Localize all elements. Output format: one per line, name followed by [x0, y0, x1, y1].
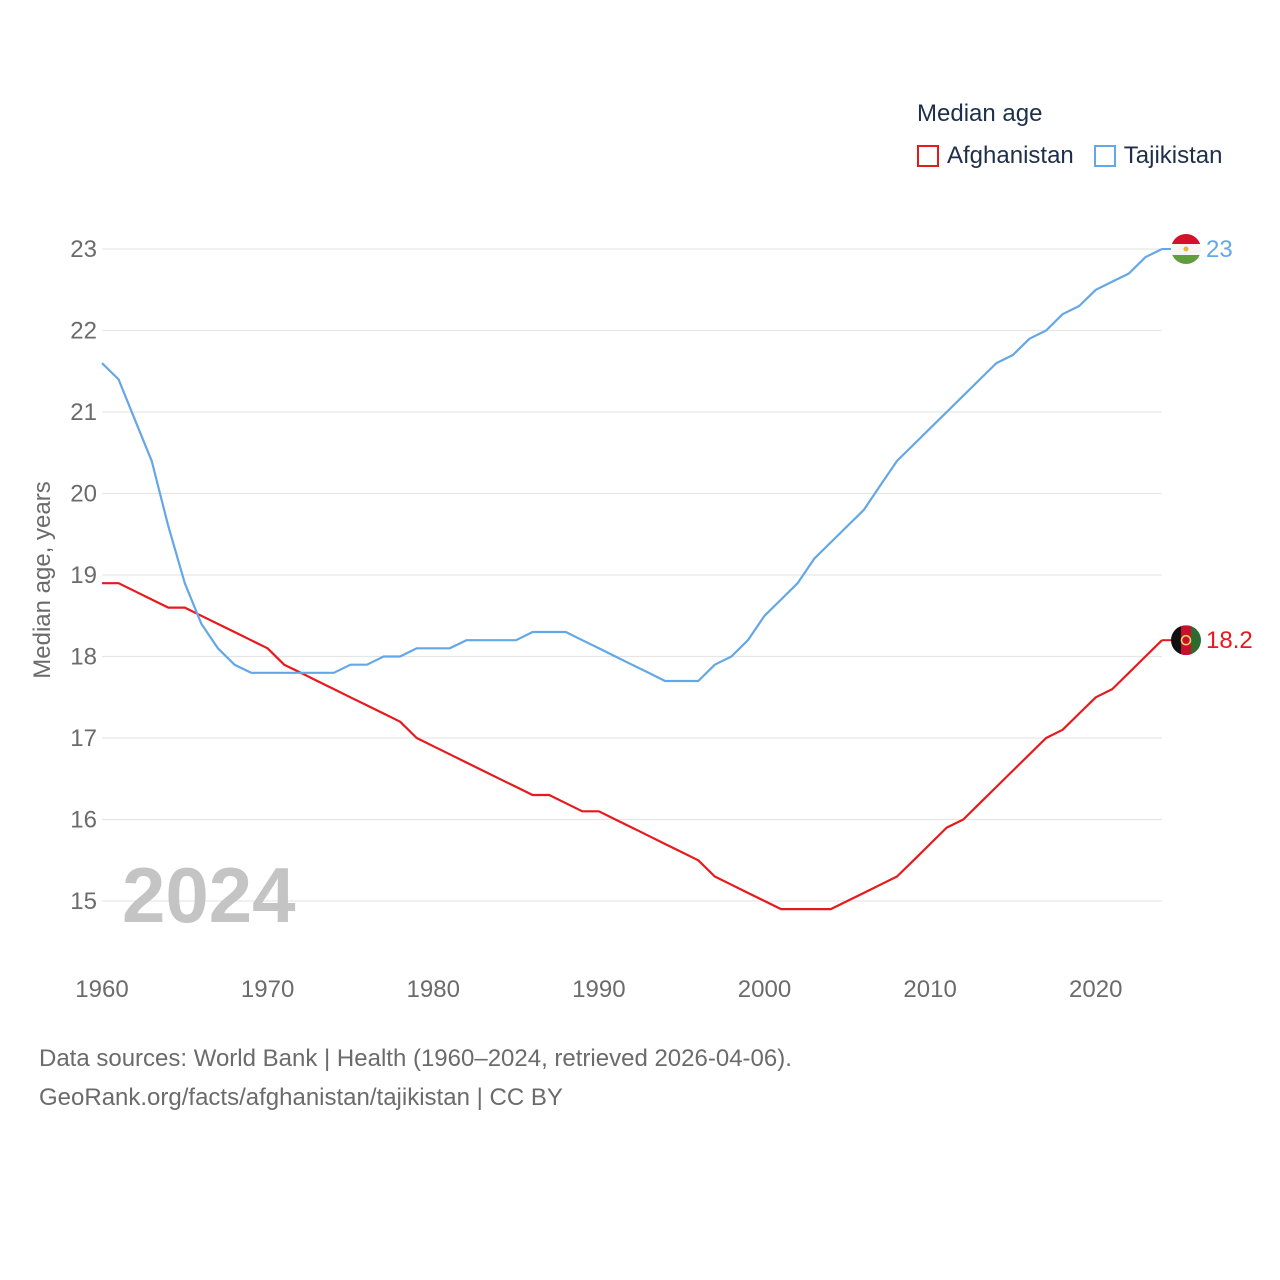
legend-label-afghanistan: Afghanistan	[947, 142, 1074, 169]
x-tick-label-1990: 1990	[572, 976, 625, 1003]
afghanistan-flag-icon	[1171, 625, 1201, 656]
x-tick-label-2020: 2020	[1069, 976, 1122, 1003]
x-tick-label-1980: 1980	[407, 976, 460, 1003]
series-line-tajikistan	[101, 248, 1163, 683]
end-value-label-tajikistan: 23	[1206, 236, 1233, 263]
footer-sources: Data sources: World Bank | Health (1960–…	[39, 1045, 792, 1072]
footer-attribution: GeoRank.org/facts/afghanistan/tajikistan…	[39, 1084, 563, 1111]
x-tick-label-2010: 2010	[903, 976, 956, 1003]
legend-item-afghanistan[interactable]: Afghanistan	[917, 142, 1074, 170]
x-tick-label-2000: 2000	[738, 976, 791, 1003]
legend-swatch-tajikistan	[1093, 145, 1116, 167]
x-tick-label-1970: 1970	[241, 976, 294, 1003]
y-tick-label-16: 16	[70, 807, 97, 834]
legend: Afghanistan Tajikistan	[917, 142, 1242, 170]
y-tick-label-21: 21	[70, 399, 97, 426]
legend-item-tajikistan[interactable]: Tajikistan	[1093, 142, 1223, 170]
x-tick-label-1960: 1960	[75, 976, 128, 1003]
y-tick-label-18: 18	[70, 644, 97, 671]
y-tick-label-19: 19	[70, 562, 97, 589]
year-watermark: 2024	[122, 851, 296, 939]
legend-title: Median age	[917, 100, 1043, 127]
tajikistan-flag-icon	[1171, 234, 1201, 264]
end-value-label-afghanistan: 18.2	[1206, 627, 1253, 654]
series-line-afghanistan	[102, 582, 1163, 911]
legend-swatch-afghanistan	[917, 145, 939, 167]
y-tick-label-17: 17	[70, 725, 97, 752]
y-tick-label-20: 20	[70, 481, 97, 508]
y-tick-label-22: 22	[70, 318, 97, 345]
legend-label-tajikistan: Tajikistan	[1123, 142, 1223, 169]
y-tick-label-15: 15	[70, 888, 97, 915]
y-axis-title: Median age, years	[29, 481, 56, 678]
y-tick-label-23: 23	[70, 236, 97, 263]
